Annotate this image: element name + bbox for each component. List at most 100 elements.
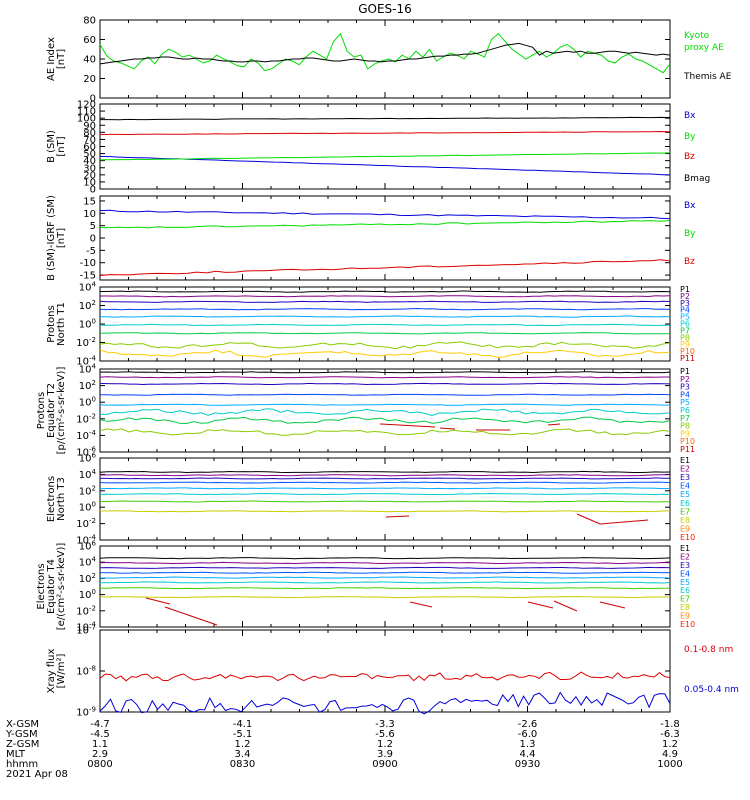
series-line	[99, 349, 671, 358]
y-tick-label: 100	[79, 588, 96, 601]
x-tick-label: -6.3	[660, 729, 680, 740]
legend-entry: E2	[680, 552, 690, 561]
legend-entry: E7	[680, 595, 690, 604]
x-tick-label: 3.9	[377, 749, 393, 760]
legend-entry: E5	[680, 578, 690, 587]
series-line	[99, 474, 671, 477]
series-line	[99, 566, 671, 569]
series-fragment	[576, 513, 601, 525]
y-tick-label: 10-9	[76, 706, 96, 719]
x-tick-label: 0930	[515, 759, 540, 770]
y-axis-label: [nT]	[56, 49, 67, 69]
y-axis-label: B (SM)-IGRF (SM)	[46, 195, 57, 281]
series-line	[99, 209, 671, 220]
legend-entry: E8	[680, 603, 690, 612]
x-tick-label: -3.3	[375, 719, 395, 730]
series-line	[99, 500, 670, 503]
legend-entry: E9	[680, 524, 690, 533]
series-line	[99, 470, 671, 474]
y-axis-label: Electrons	[36, 563, 47, 609]
x-tick-label: -2.6	[518, 719, 538, 730]
y-tick-label: 102	[79, 379, 96, 392]
y-tick-label: 102	[79, 572, 96, 585]
legend-entry: P4	[680, 390, 690, 399]
x-tick-label: -6.0	[518, 729, 538, 740]
legend-entry: P6	[680, 320, 690, 329]
series-fragment	[599, 519, 649, 525]
series-line	[100, 290, 671, 293]
y-tick-label: 10-8	[76, 665, 96, 678]
series-line	[100, 295, 671, 298]
panel-frame	[99, 457, 671, 541]
series-line	[99, 595, 671, 599]
legend-entry: E4	[680, 482, 690, 491]
series-line	[99, 557, 671, 560]
series-line	[100, 510, 670, 513]
y-tick-label: 15	[83, 196, 96, 207]
legend-entry: P3	[680, 299, 690, 308]
y-tick-label: 100	[79, 501, 96, 514]
y-axis-label: North T1	[56, 302, 67, 346]
x-tick-label: -5.6	[375, 729, 395, 740]
y-tick-label: 5	[90, 221, 96, 232]
y-axis-label: Protons	[36, 392, 47, 429]
y-axis-label: Equator T4	[46, 559, 57, 614]
y-axis-label: [p/(cm²-s-sr-keV)]	[56, 367, 67, 455]
y-tick-label: 106	[79, 540, 97, 553]
y-tick-label: 80	[83, 128, 96, 139]
x-tick-label: 1.2	[235, 739, 251, 750]
y-tick-label: 20	[83, 74, 96, 85]
legend-entry: P5	[680, 313, 690, 322]
series-line	[100, 332, 671, 335]
panel-xray: 10-9 10-8 10-7 Xray flux [W/m²] 0.1-0.8 nm 0.0…	[46, 624, 739, 719]
y-tick-label: 20	[83, 170, 96, 181]
legend-entry: P2	[680, 375, 690, 384]
y-tick-label: 106	[79, 452, 97, 465]
series-fragment	[164, 606, 218, 626]
series-fragment	[527, 601, 554, 609]
series-line	[99, 408, 671, 417]
y-tick-label: -5	[86, 246, 96, 257]
y-axis-label: [W/m²]	[56, 653, 67, 688]
y-tick-label: 60	[83, 142, 96, 153]
legend-entry: Bz	[684, 152, 695, 162]
x-tick-label: 4.9	[662, 749, 678, 760]
series-line	[100, 587, 671, 590]
series-group	[99, 209, 671, 276]
series-line	[99, 130, 671, 136]
series-line	[100, 477, 670, 480]
legend-entry: P3	[680, 383, 690, 392]
x-tick-label: -1.8	[660, 719, 680, 730]
y-tick-label: 104	[79, 281, 97, 294]
series-line	[99, 691, 671, 715]
legend-entry: E1	[680, 456, 690, 465]
panel-ae: 0 20 40 60 80 AE Index [nT] Kyoto proxy AE Themis…	[46, 16, 732, 105]
series-line	[99, 416, 671, 425]
y-tick-label: 0	[90, 234, 96, 245]
series-line	[99, 32, 671, 74]
y-tick-label: 40	[83, 156, 96, 167]
legend-entry: E8	[680, 516, 690, 525]
y-tick-label: -15	[80, 271, 96, 282]
legend-entry: P1	[680, 285, 690, 294]
series-line	[99, 403, 670, 406]
y-tick-label: 30	[83, 163, 96, 174]
series-fragment	[145, 597, 171, 605]
y-tick-label: 0	[90, 94, 96, 105]
y-tick-label: 100	[79, 318, 96, 331]
y-axis-label: B (SM)	[46, 130, 57, 163]
series-fragment	[409, 601, 433, 608]
series-fragment	[553, 600, 578, 612]
panel-frame	[99, 103, 671, 190]
series-fragment	[547, 423, 561, 426]
legend-entry: Bz	[684, 257, 695, 267]
y-tick-label: 40	[83, 55, 96, 66]
legend-entry: P10	[680, 347, 695, 356]
y-tick-label: 80	[83, 16, 96, 27]
y-tick-label: 10-4	[76, 355, 96, 368]
y-tick-label: 50	[83, 149, 96, 160]
y-tick-label: 0	[90, 185, 96, 196]
legend-entry: P1	[680, 367, 690, 376]
